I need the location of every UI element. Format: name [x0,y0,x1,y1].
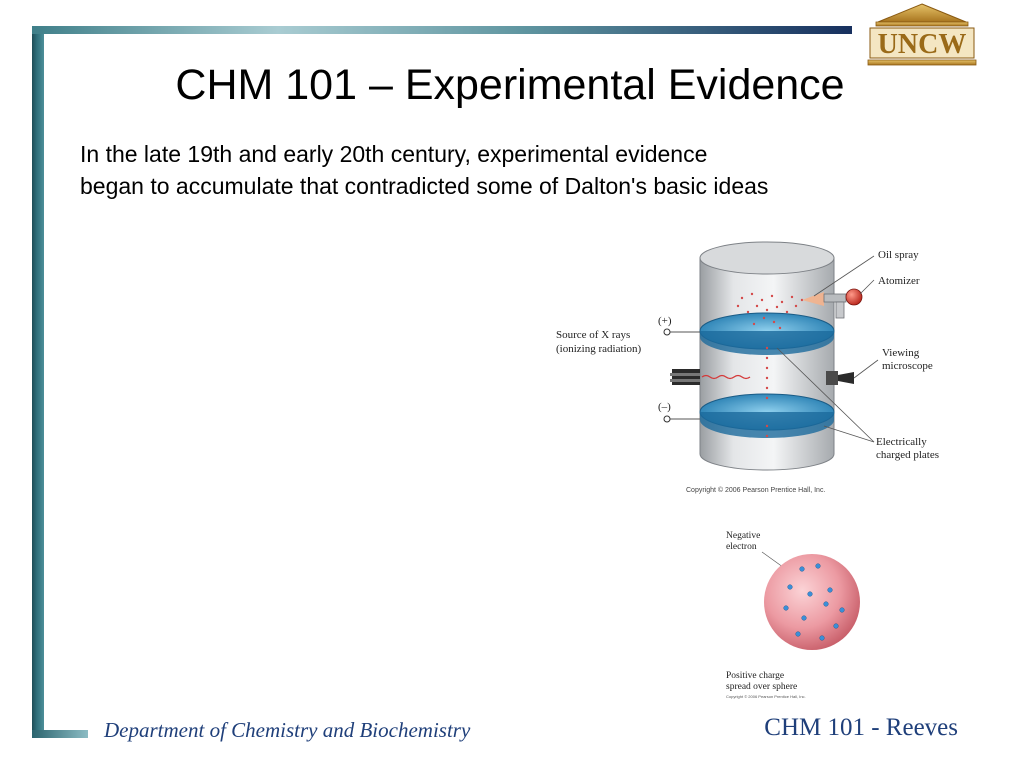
label-oil-spray: Oil spray [878,249,919,261]
label-xray-source-line1: Source of X rays [556,329,630,341]
label-negative-line1: Negative [726,531,760,541]
figure1-copyright: Copyright © 2006 Pearson Prentice Hall, … [686,486,825,494]
figure2-copyright: Copyright © 2006 Pearson Prentice Hall, … [726,694,806,699]
millikan-apparatus-figure: Oil spray Atomizer (+) Source of X rays … [556,241,939,494]
slide-body-text: In the late 19th and early 20th century,… [80,138,960,202]
label-plates-line2: charged plates [876,449,939,461]
label-positive-charge-line2: spread over sphere [726,682,797,692]
body-line-2: began to accumulate that contradicted so… [80,173,769,199]
label-xray-source-line2: (ionizing radiation) [556,343,642,355]
uncw-logo: UNCW [867,3,977,66]
slide-frame-bottom-accent [32,730,88,738]
label-negative-line2: electron [726,542,757,552]
plum-pudding-figure: Negative electron Positive charge spread… [726,531,860,699]
footer-department: Department of Chemistry and Biochemistry [104,718,471,742]
building-columns-icon [875,3,969,27]
label-negative-terminal: (–) [658,401,671,413]
footer-course: CHM 101 - Reeves [764,714,958,741]
logo-text: UNCW [878,29,967,60]
label-atomizer: Atomizer [878,275,920,287]
label-viewing-line2: microscope [882,360,933,372]
label-plates-line1: Electrically [876,436,927,448]
label-positive-terminal: (+) [658,315,672,327]
slide-frame-left-bar [32,26,44,738]
label-positive-charge-line1: Positive charge [726,671,784,681]
slide-title: CHM 101 – Experimental Evidence [175,61,845,109]
body-line-1: In the late 19th and early 20th century,… [80,141,708,167]
slide-frame-top-bar [32,26,852,34]
label-viewing-line1: Viewing [882,347,920,359]
